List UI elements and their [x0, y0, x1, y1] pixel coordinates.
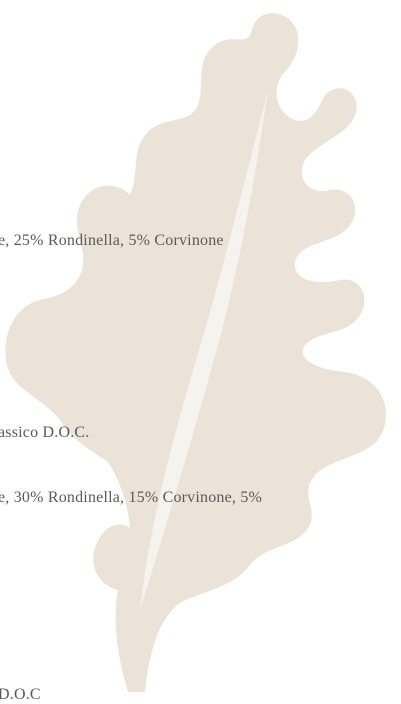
- appellation-text: D.O.C: [0, 686, 41, 704]
- grape-blend-text: e, 30% Rondinella, 15% Corvinone, 5%: [0, 489, 262, 507]
- appellation-text: assico D.O.C.: [0, 424, 89, 442]
- grape-blend-text: e, 25% Rondinella, 5% Corvinone: [0, 232, 224, 250]
- page: {"lines": ["e, 25% Rondinella, 5% Corvin…: [0, 0, 401, 699]
- leaf-decoration: [0, 0, 401, 699]
